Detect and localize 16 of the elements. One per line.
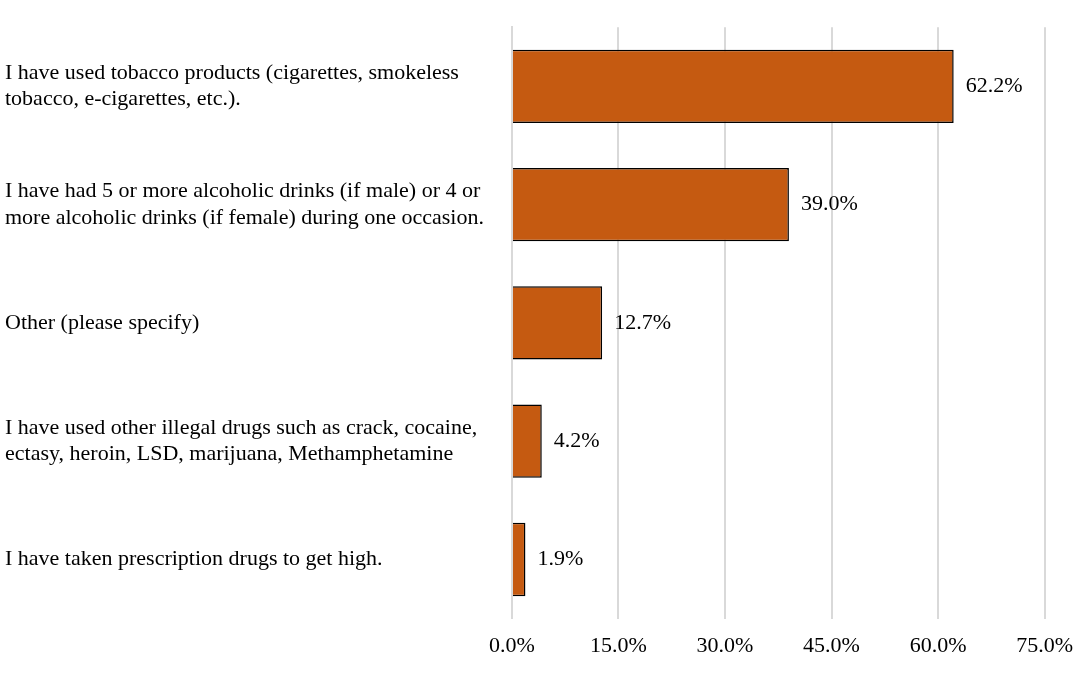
data-label: 62.2% [965,72,1023,98]
x-tick-label: 60.0% [909,631,967,657]
x-tick-label: 0.0% [489,631,535,657]
data-label: 1.9% [537,545,584,571]
data-label: 39.0% [800,190,858,216]
y-tick-label: I have used other illegal drugs such as crack, cocaine, ectasy, heroin, LSD, marijuana, Methamphetamine [5,413,478,466]
x-tick-label: 15.0% [590,631,647,657]
data-label: 12.7% [614,308,671,334]
y-tick-label: I have used tobacco products (cigarettes, smokeless tobacco, e-cigarettes, etc.). [5,58,459,111]
y-tick-label: I have had 5 or more alcoholic drinks (if male) or 4 or more alcoholic drinks (if female) during one occasion. [5,177,484,229]
y-tick-label: Other (please specify) [5,308,200,334]
x-tick-label: 30.0% [696,631,754,657]
y-tick-label: I have taken prescription drugs to get high. [5,545,383,571]
data-label: 4.2% [553,426,600,452]
x-tick-label: 75.0% [1016,631,1073,657]
x-tick-label: 45.0% [803,631,860,657]
